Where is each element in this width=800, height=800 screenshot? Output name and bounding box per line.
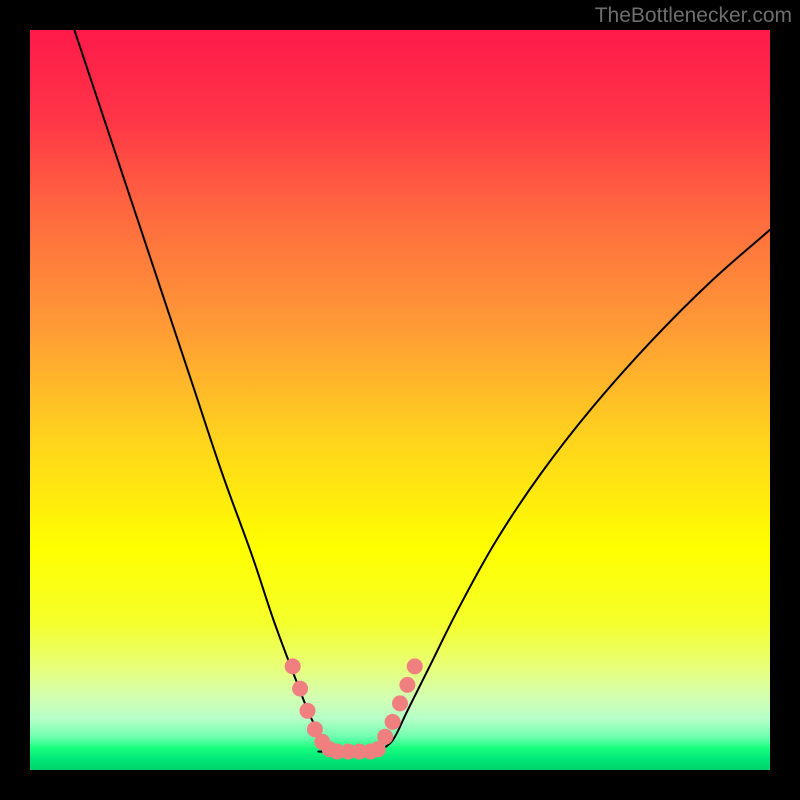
marker-left-1 (292, 681, 308, 697)
watermark-text: TheBottlenecker.com (595, 4, 792, 28)
plot-gradient (30, 30, 770, 770)
marker-left-2 (300, 703, 316, 719)
bottleneck-chart (0, 0, 800, 800)
marker-right-3 (392, 695, 408, 711)
marker-right-4 (399, 677, 415, 693)
marker-right-5 (407, 658, 423, 674)
marker-right-1 (377, 729, 393, 745)
chart-frame (0, 0, 800, 800)
marker-right-2 (385, 714, 401, 730)
marker-left-0 (285, 658, 301, 674)
